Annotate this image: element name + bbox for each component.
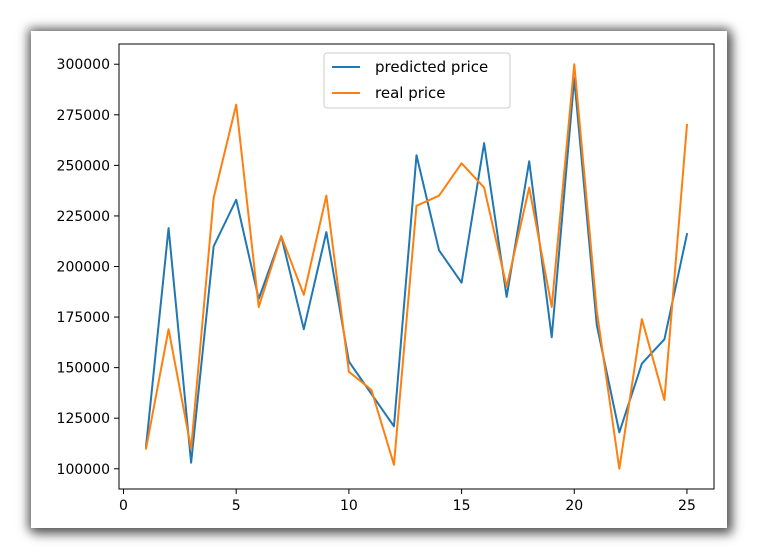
x-axis: 0 5 10 15 20 25 [119, 489, 696, 514]
y-tick-label: 200000 [57, 260, 110, 276]
series-line-real-price [144, 63, 689, 470]
y-tick-label: 125000 [57, 411, 110, 427]
figure-frame: 0 5 10 15 20 25 100000 125000 150000 175000 20000… [31, 31, 727, 528]
series-line-predicted-price [144, 77, 689, 464]
y-tick-label: 300000 [57, 57, 110, 73]
x-tick-label: 10 [340, 498, 358, 514]
legend: predicted price real price [323, 52, 511, 109]
y-tick-label: 175000 [57, 310, 110, 326]
y-tick-label: 250000 [57, 158, 110, 174]
legend-label: predicted price [375, 58, 488, 76]
y-tick-label: 275000 [57, 108, 110, 124]
y-tick-label: 100000 [57, 462, 110, 478]
y-tick-label: 150000 [57, 361, 110, 377]
x-tick-label: 15 [453, 498, 471, 514]
line-chart: 0 5 10 15 20 25 100000 125000 150000 175000 20000… [57, 43, 715, 514]
x-tick-label: 5 [232, 498, 241, 514]
y-axis: 100000 125000 150000 175000 200000 225000 2500… [57, 57, 119, 478]
y-tick-label: 225000 [57, 209, 110, 225]
series-layer [144, 63, 689, 470]
x-tick-label: 20 [565, 498, 583, 514]
legend-box [323, 52, 511, 109]
x-tick-label: 0 [119, 498, 128, 514]
legend-label: real price [375, 84, 446, 102]
x-tick-label: 25 [678, 498, 696, 514]
